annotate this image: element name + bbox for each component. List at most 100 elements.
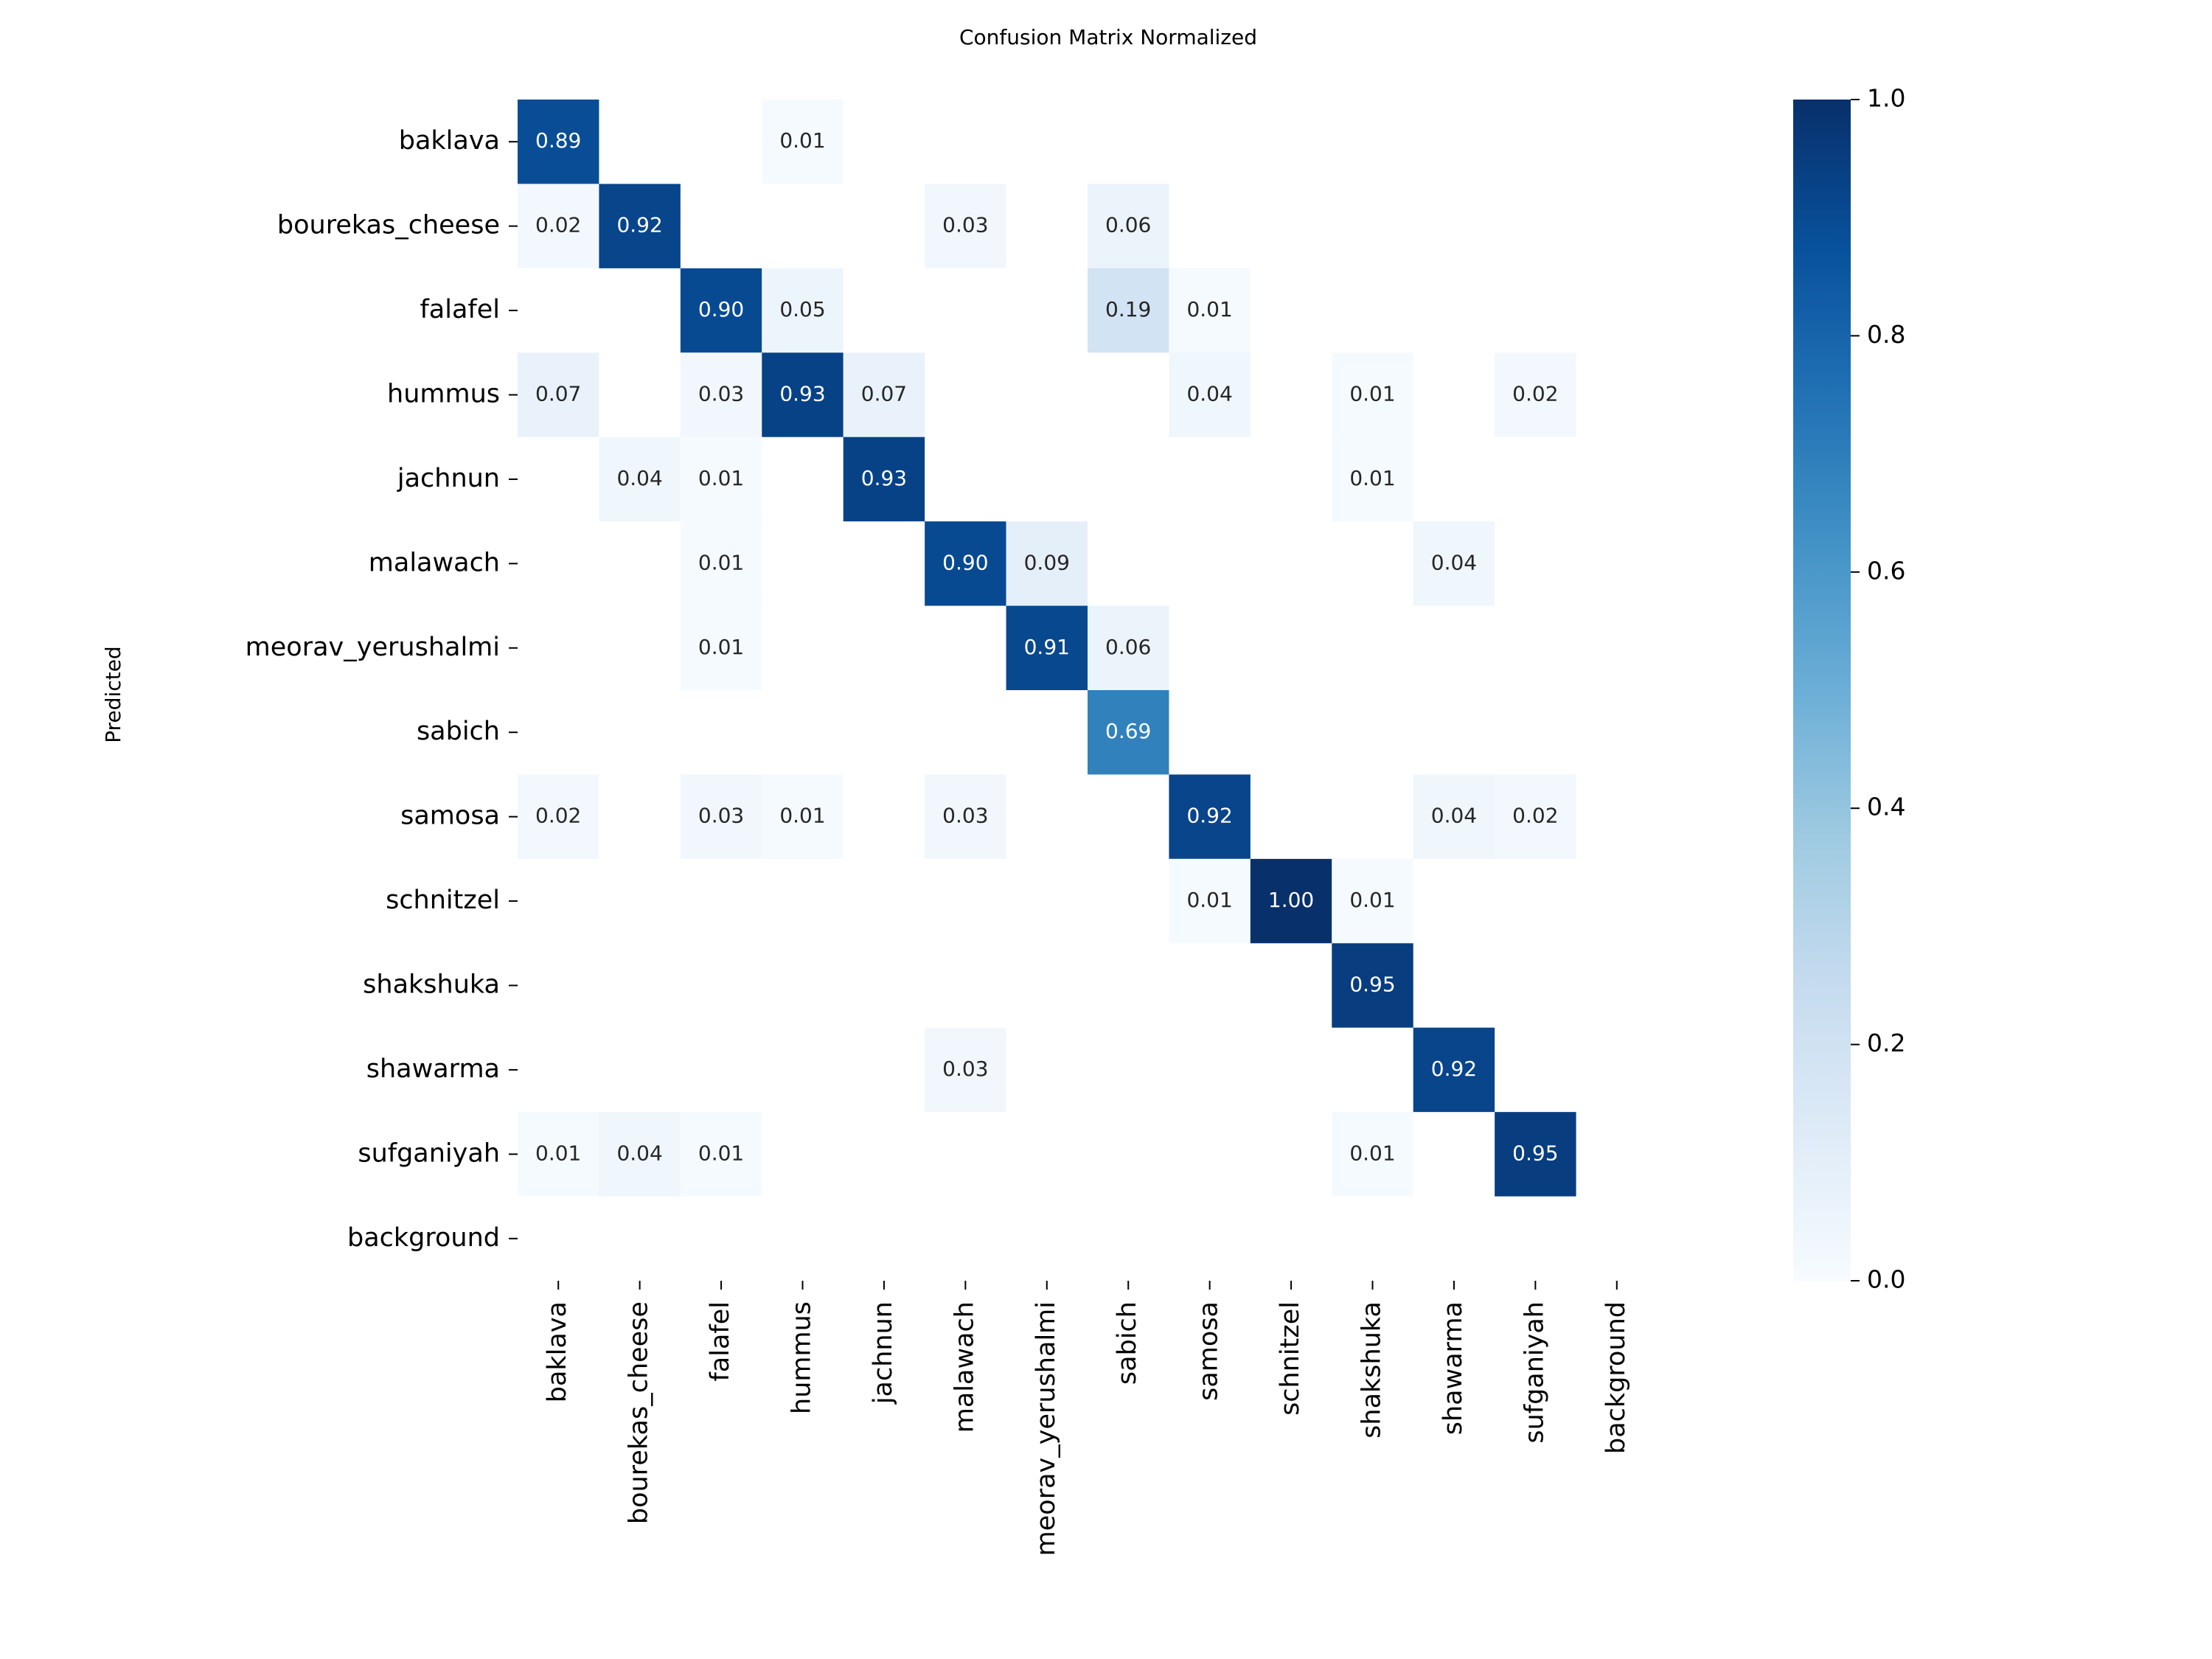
heatmap-cell — [1413, 521, 1495, 606]
heatmap-cell — [599, 1112, 681, 1197]
heatmap-cell — [1332, 858, 1413, 944]
heatmap-cell — [762, 268, 844, 353]
cell-label: 0.03 — [698, 382, 744, 406]
cell-label: 0.06 — [1105, 635, 1151, 659]
y-tick-label: background — [347, 1223, 500, 1253]
heatmap-cell — [1006, 521, 1088, 606]
cell-label: 0.04 — [1431, 804, 1477, 828]
x-tick-label: jachnun — [869, 1301, 898, 1405]
heatmap-cell — [1088, 184, 1169, 268]
cell-label: 0.95 — [1349, 973, 1395, 997]
cell-label: 0.01 — [698, 635, 744, 659]
y-tick-label: samosa — [400, 801, 500, 831]
cell-label: 0.01 — [779, 804, 825, 828]
y-tick-label: schnitzel — [386, 886, 500, 915]
cell-label: 0.01 — [698, 550, 744, 574]
cell-label: 0.06 — [1105, 213, 1151, 237]
y-tick-label: bourekas_cheese — [277, 211, 500, 240]
cell-label: 0.89 — [535, 128, 581, 153]
y-tick-label: sufganiyah — [358, 1138, 500, 1168]
chart-title: Confusion Matrix Normalized — [959, 25, 1257, 49]
x-tick-label: meorav_yerushalmi — [1032, 1301, 1061, 1556]
x-tick-label: schnitzel — [1276, 1301, 1305, 1416]
heatmap-cell — [680, 1112, 762, 1197]
heatmap-cell — [680, 521, 762, 606]
x-tick-label: baklava — [543, 1301, 572, 1402]
x-tick-label: shawarma — [1439, 1301, 1468, 1435]
y-tick-label: sabich — [417, 717, 500, 746]
heatmap-cell — [599, 184, 681, 268]
heatmap-cell — [843, 437, 925, 522]
cell-label: 0.92 — [616, 213, 662, 237]
x-tick-label: samosa — [1194, 1301, 1224, 1401]
heatmap-cell — [1250, 858, 1332, 944]
cell-label: 0.92 — [1186, 804, 1232, 828]
colorbar-tick-label: 0.6 — [1867, 556, 1905, 585]
heatmap-cell — [762, 100, 844, 184]
heatmap-cell — [1495, 352, 1576, 437]
heatmap-cell — [1169, 774, 1251, 859]
y-tick-label: falafel — [420, 295, 500, 324]
heatmap-cell — [843, 352, 925, 437]
heatmap-cell — [762, 352, 844, 437]
cell-label: 0.02 — [535, 213, 581, 237]
cell-label: 0.01 — [698, 1141, 744, 1165]
cell-label: 0.02 — [1512, 382, 1558, 406]
heatmap-cell — [680, 352, 762, 437]
colorbar-tick-label: 0.4 — [1867, 793, 1905, 821]
cell-label: 0.92 — [1431, 1057, 1477, 1081]
y-tick-label: malawach — [369, 548, 500, 577]
heatmap-cell — [925, 774, 1006, 859]
cell-label: 0.04 — [616, 466, 662, 490]
cell-label: 0.07 — [535, 382, 581, 406]
heatmap-cell — [680, 774, 762, 859]
heatmap-cell — [1332, 943, 1413, 1028]
heatmap-cell — [518, 774, 599, 859]
heatmap-cell — [1413, 1027, 1495, 1113]
cell-label: 0.01 — [698, 466, 744, 490]
cell-label: 0.07 — [861, 382, 907, 406]
heatmap-cell — [1169, 858, 1251, 944]
cell-label: 0.93 — [861, 466, 907, 490]
colorbar-tick-label: 0.8 — [1867, 320, 1905, 349]
heatmap-cell — [925, 521, 1006, 606]
heatmap-cell — [1088, 605, 1169, 690]
colorbar-tick-label: 0.2 — [1867, 1029, 1905, 1057]
heatmap-cell — [925, 184, 1006, 268]
cell-label: 0.03 — [942, 1057, 988, 1081]
cell-label: 0.04 — [616, 1141, 662, 1165]
x-tick-label: bourekas_cheese — [625, 1301, 654, 1524]
cell-label: 0.01 — [1349, 1141, 1395, 1165]
cell-label: 0.01 — [1349, 888, 1395, 912]
heatmap-cell — [925, 1027, 1006, 1113]
cell-label: 0.69 — [1105, 719, 1151, 743]
cell-label: 1.00 — [1268, 888, 1314, 912]
heatmap-cell — [599, 437, 681, 522]
y-tick-label: shawarma — [366, 1054, 500, 1084]
heatmap-cell — [1495, 1112, 1576, 1197]
cell-label: 0.93 — [779, 382, 825, 406]
heatmap-cell — [1088, 690, 1169, 775]
x-tick-label: sufganiyah — [1520, 1301, 1549, 1444]
heatmap-cell — [518, 352, 599, 437]
colorbar-tick-label: 1.0 — [1867, 84, 1905, 113]
heatmap-cell — [1332, 437, 1413, 522]
heatmap-cell — [1169, 352, 1251, 437]
cell-label: 0.90 — [942, 550, 988, 574]
cell-label: 0.05 — [779, 297, 825, 321]
cell-label: 0.04 — [1431, 550, 1477, 574]
heatmap-cell — [1413, 774, 1495, 859]
heatmap-cell — [680, 605, 762, 690]
y-tick-label: jachnun — [397, 464, 500, 493]
cell-label: 0.09 — [1024, 550, 1070, 574]
cell-label: 0.91 — [1024, 635, 1070, 659]
y-tick-label: meorav_yerushalmi — [246, 633, 500, 662]
colorbar-tick-label: 0.0 — [1867, 1265, 1905, 1294]
y-tick-label: baklava — [399, 126, 500, 156]
cell-label: 0.01 — [535, 1141, 581, 1165]
heatmap-cell — [1006, 605, 1088, 690]
heatmap-cell — [1169, 268, 1251, 353]
cell-label: 0.01 — [1349, 382, 1395, 406]
heatmap-cell — [1332, 352, 1413, 437]
heatmap-cell — [1495, 774, 1576, 859]
